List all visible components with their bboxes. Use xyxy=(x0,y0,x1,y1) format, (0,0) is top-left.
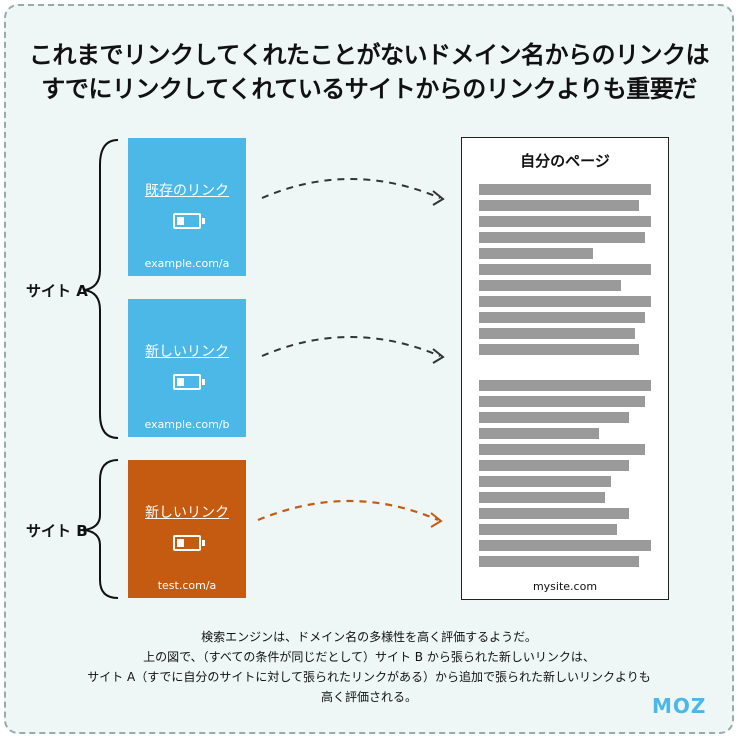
placeholder-text-line xyxy=(479,492,605,503)
placeholder-text-line xyxy=(479,200,639,211)
placeholder-text-line xyxy=(479,216,651,227)
site-a-label: サイト A xyxy=(26,282,88,300)
placeholder-text-line xyxy=(479,508,629,519)
caption-line-2: 上の図で、（すべての条件が同じだとして）サイト B から張られた新しいリンクは、 xyxy=(143,650,595,664)
card-new-link-site-b: 新しいリンク test.com/a xyxy=(128,460,246,598)
moz-logo: MOZ xyxy=(652,694,707,718)
card-new-link-site-a: 新しいリンク example.com/b xyxy=(128,299,246,437)
target-page-url: mysite.com xyxy=(532,580,598,593)
title-line-1: これまでリンクしてくれたことがないドメイン名からのリンクは xyxy=(28,41,710,69)
battery-icon xyxy=(173,535,205,551)
battery-icon xyxy=(173,213,205,229)
brace-site-b xyxy=(83,459,119,599)
placeholder-text-line xyxy=(479,248,593,259)
placeholder-text-line xyxy=(479,344,639,355)
placeholder-text-line xyxy=(479,232,645,243)
card-url: example.com/a xyxy=(144,257,230,270)
card-link-text[interactable]: 新しいリンク xyxy=(145,344,229,360)
placeholder-text-line xyxy=(479,380,651,391)
caption-line-3: サイト A（すでに自分のサイトに対して張られたリンクがある）から追加で張られた新… xyxy=(87,670,651,684)
placeholder-text-line xyxy=(479,184,651,195)
placeholder-text-line xyxy=(479,524,617,535)
placeholder-text-line xyxy=(479,396,645,407)
placeholder-text-line xyxy=(479,476,611,487)
placeholder-text-line xyxy=(479,556,639,567)
card-url: test.com/a xyxy=(157,579,217,592)
target-page-title: 自分のページ xyxy=(520,152,610,170)
title-line-2: すでにリンクしてくれているサイトからのリンクよりも重要だ xyxy=(41,75,697,103)
brace-site-a xyxy=(83,139,119,439)
arrow-new-link-b xyxy=(257,499,439,522)
arrow-new-link-a xyxy=(261,336,441,357)
card-url: example.com/b xyxy=(144,418,230,431)
card-link-text[interactable]: 新しいリンク xyxy=(145,505,229,521)
card-link-text[interactable]: 既存のリンク xyxy=(145,183,229,199)
arrow-existing-link xyxy=(261,178,441,199)
caption: 検索エンジンは、ドメイン名の多様性を高く評価するようだ。 上の図で、（すべての条… xyxy=(0,627,738,707)
placeholder-text-line xyxy=(479,460,629,471)
diagram-title: これまでリンクしてくれたことがないドメイン名からのリンクは すでにリンクしてくれ… xyxy=(0,38,738,106)
caption-line-1: 検索エンジンは、ドメイン名の多様性を高く評価するようだ。 xyxy=(201,630,537,644)
placeholder-text-line xyxy=(479,280,621,291)
caption-line-4: 高く評価される。 xyxy=(320,690,417,704)
placeholder-text-line xyxy=(479,328,635,339)
placeholder-text-line xyxy=(479,312,645,323)
placeholder-text-line xyxy=(479,412,629,423)
battery-icon xyxy=(173,374,205,390)
target-page: 自分のページ mysite.com xyxy=(461,137,669,600)
placeholder-text-line xyxy=(479,444,645,455)
placeholder-text-line xyxy=(479,296,651,307)
placeholder-text-line xyxy=(479,264,651,275)
site-b-label: サイト B xyxy=(26,522,88,540)
placeholder-text-line xyxy=(479,428,599,439)
placeholder-text-line xyxy=(479,540,651,551)
card-existing-link: 既存のリンク example.com/a xyxy=(128,138,246,276)
